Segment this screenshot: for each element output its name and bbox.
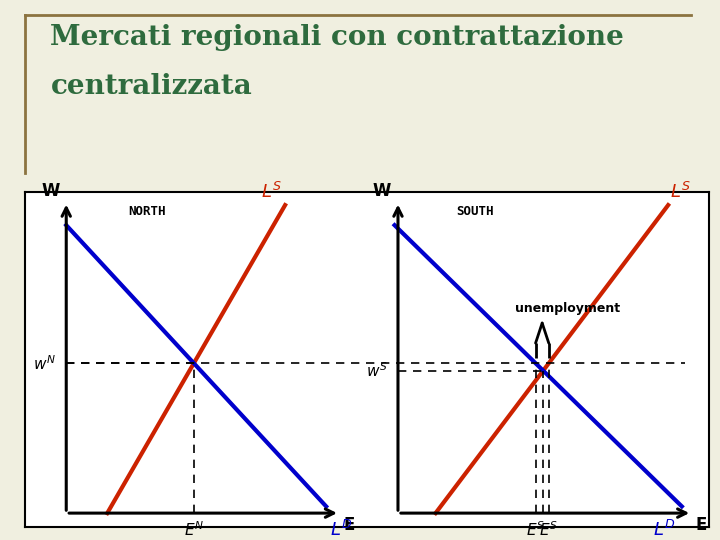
Text: NORTH: NORTH xyxy=(128,205,166,218)
Text: unemployment: unemployment xyxy=(515,302,620,315)
Text: $w^N$: $w^N$ xyxy=(33,354,56,373)
Text: $E^S$: $E^S$ xyxy=(539,520,559,538)
Text: E: E xyxy=(696,516,707,535)
Text: $L^D$: $L^D$ xyxy=(652,520,675,540)
Text: $L^D$: $L^D$ xyxy=(330,520,352,540)
Text: $E^N$: $E^N$ xyxy=(184,520,204,538)
Text: W: W xyxy=(41,182,59,200)
Text: SOUTH: SOUTH xyxy=(456,205,494,218)
Text: $E^S$: $E^S$ xyxy=(526,520,545,538)
Text: $L^S$: $L^S$ xyxy=(670,181,690,202)
Text: W: W xyxy=(373,182,391,200)
Text: centralizzata: centralizzata xyxy=(50,73,252,100)
Text: $w^S$: $w^S$ xyxy=(366,361,388,380)
Text: Mercati regionali con contrattazione: Mercati regionali con contrattazione xyxy=(50,24,624,51)
Text: E: E xyxy=(343,516,355,535)
Text: $L^S$: $L^S$ xyxy=(261,181,282,202)
